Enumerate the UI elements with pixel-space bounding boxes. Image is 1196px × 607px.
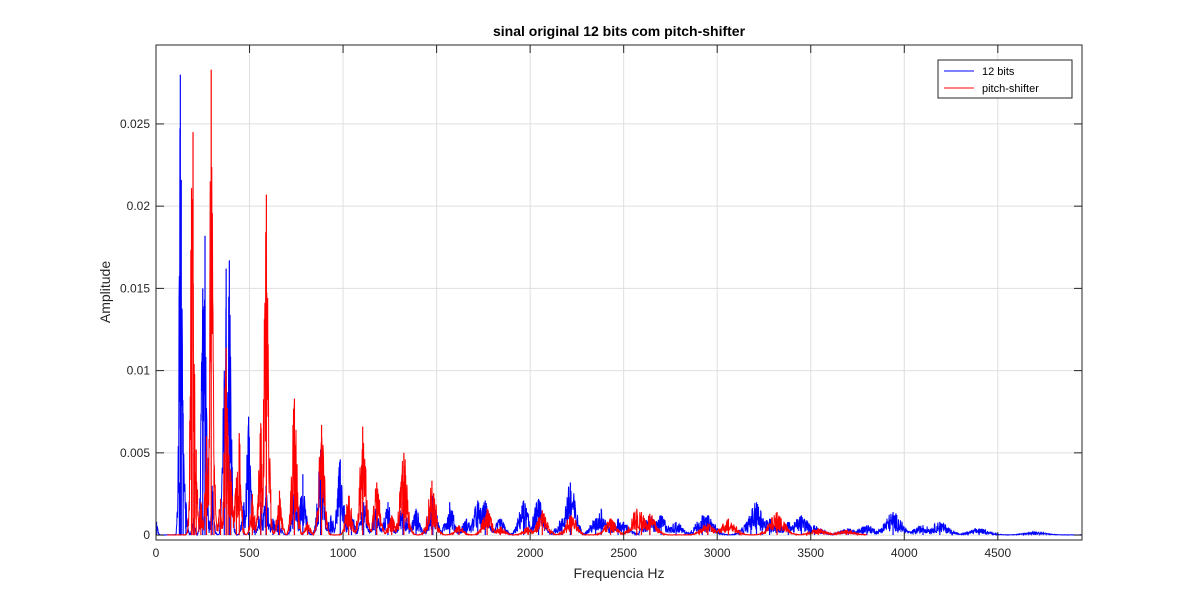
x-tick-label: 3000 xyxy=(704,546,731,560)
y-tick-label: 0.025 xyxy=(120,117,150,131)
grid-layer xyxy=(155,45,1082,540)
x-tick-label: 4000 xyxy=(891,546,918,560)
y-tick-label: 0.015 xyxy=(120,281,150,295)
legend-box xyxy=(937,59,1073,99)
chart-title: sinal original 12 bits com pitch-shifter xyxy=(493,23,746,39)
legend: 12 bits pitch-shifter xyxy=(937,59,1073,99)
x-tick-label: 500 xyxy=(240,546,260,560)
x-tick-label: 2500 xyxy=(610,546,637,560)
y-tick-label: 0.01 xyxy=(127,364,151,378)
x-tick-label: 0 xyxy=(153,546,160,560)
y-axis-label: Amplitude xyxy=(97,261,113,323)
y-tick-label: 0.02 xyxy=(127,199,151,213)
x-tick-label: 3500 xyxy=(797,546,824,560)
x-tick-label: 1500 xyxy=(423,546,450,560)
axes-box xyxy=(155,44,1083,541)
y-tick-label: 0 xyxy=(143,528,150,542)
series-line-pitch-shifter xyxy=(166,166,867,537)
x-axis-label: Frequencia Hz xyxy=(573,565,664,581)
x-tick-label: 4500 xyxy=(984,546,1011,560)
y-tick-label: 0.005 xyxy=(120,446,150,460)
x-tick-label: 1000 xyxy=(330,546,357,560)
legend-label-pitch-shifter: pitch-shifter xyxy=(982,83,1039,95)
tick-layer: 0 500 1000 1500 2000 2500 3000 3500 4000 4500 0 0.0… xyxy=(120,45,1082,560)
plot-area xyxy=(156,69,1082,537)
x-tick-label: 2000 xyxy=(517,546,544,560)
legend-label-12-bits: 12 bits xyxy=(982,66,1015,78)
